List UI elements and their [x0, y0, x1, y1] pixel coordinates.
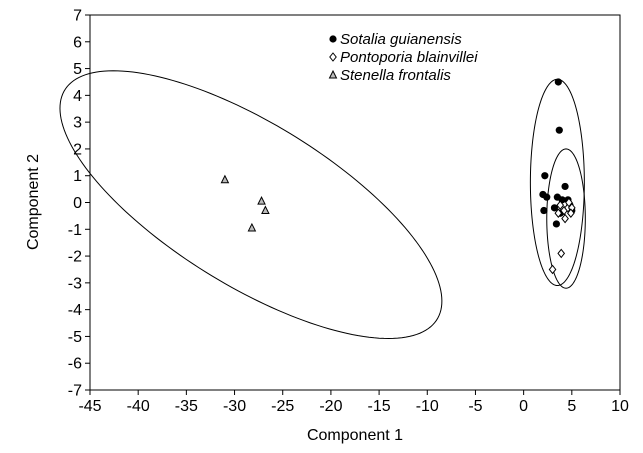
y-tick-label: 1 [73, 168, 82, 185]
point-pontoporia-blainvillei [565, 197, 573, 208]
y-tick-label: 7 [73, 8, 82, 25]
point-sotalia-guianensis [555, 126, 563, 134]
x-tick-label: -40 [127, 398, 150, 415]
y-tick-label: 2 [73, 141, 82, 158]
x-tick-label: -5 [468, 398, 482, 415]
point-stenella-frontalis [220, 174, 230, 184]
legend-marker-pontoporia-blainvillei [329, 52, 337, 62]
point-sotalia-guianensis [550, 204, 559, 212]
x-tick-label: -25 [271, 398, 294, 415]
x-tick-label: -15 [368, 398, 391, 415]
y-tick-label: 5 [73, 61, 82, 78]
x-tick-label: 0 [519, 398, 528, 415]
point-sotalia-guianensis [552, 220, 561, 228]
y-tick-label: -3 [68, 275, 82, 292]
confidence-ellipses [59, 70, 586, 340]
y-tick-label: -7 [68, 383, 82, 400]
y-tick-label: 0 [73, 195, 82, 212]
y-tick-label: -4 [68, 302, 82, 319]
point-pontoporia-blainvillei [561, 213, 569, 224]
legend-marker-sotalia-guianensis [329, 35, 337, 43]
data-points [220, 78, 576, 275]
point-stenella-frontalis [257, 196, 266, 205]
point-sotalia-guianensis [554, 78, 562, 86]
x-tick-label: -45 [78, 398, 101, 415]
ellipse-stenella-frontalis [59, 70, 443, 340]
y-tick-label: -2 [68, 249, 82, 266]
point-pontoporia-blainvillei [548, 264, 557, 275]
y-tick-label: -6 [68, 356, 82, 373]
point-sotalia-guianensis [540, 206, 548, 215]
y-tick-label: 6 [73, 34, 82, 51]
x-tick-label: 10 [611, 398, 629, 415]
point-pontoporia-blainvillei [554, 208, 563, 219]
ellipse-pontoporia-blainvillei [546, 148, 586, 289]
point-pontoporia-blainvillei [567, 208, 575, 219]
point-sotalia-guianensis [541, 172, 549, 180]
y-tick-label: 3 [73, 115, 82, 132]
point-pontoporia-blainvillei [557, 248, 566, 259]
legend-label-stenella-frontalis: Stenella frontalis [340, 67, 451, 84]
x-tick-label: -20 [319, 398, 342, 415]
y-axis-title: Component 2 [25, 154, 42, 250]
legend-label-sotalia-guianensis: Sotalia guianensis [340, 31, 462, 48]
x-axis-ticks: -45 -40 -35 -30 -25 -20 -15 -10 -5 0 5 10 [78, 390, 629, 415]
legend-label-pontoporia-blainvillei: Pontoporia blainvillei [340, 49, 478, 66]
ellipse-sotalia-guianensis [529, 78, 585, 287]
point-sotalia-guianensis [561, 182, 569, 191]
y-axis-ticks: -7 -6 -5 -4 -3 -2 -1 0 1 2 3 4 5 6 7 [68, 8, 90, 400]
y-tick-label: -1 [68, 222, 82, 239]
point-pontoporia-blainvillei [556, 200, 565, 210]
legend-marker-stenella-frontalis [328, 69, 338, 79]
y-tick-label: -5 [68, 329, 82, 346]
point-sotalia-guianensis [543, 193, 551, 201]
y-tick-label: 4 [73, 88, 82, 105]
x-tick-label: -30 [223, 398, 246, 415]
x-tick-label: -35 [175, 398, 198, 415]
x-tick-label: 5 [567, 398, 576, 415]
point-stenella-frontalis [247, 222, 257, 232]
point-stenella-frontalis [261, 205, 270, 215]
x-tick-label: -10 [416, 398, 439, 415]
x-axis-title: Component 1 [307, 427, 403, 444]
